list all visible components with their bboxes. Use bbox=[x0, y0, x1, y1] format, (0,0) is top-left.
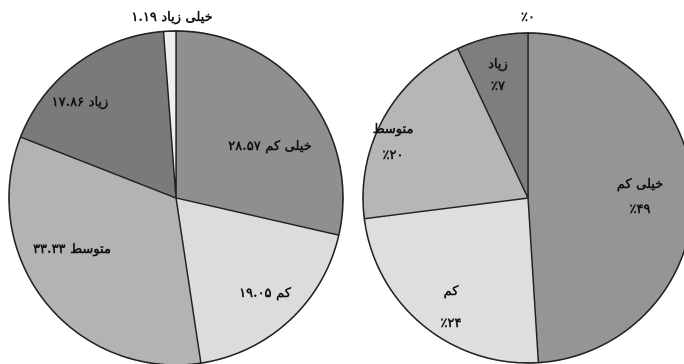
left-pie-chart: خیلی کم ۲۸.۵۷ کم ۱۹.۰۵ متوسط ۳۳.۳۳ زیاد ۱۷.… bbox=[8, 10, 344, 364]
slice-label: کم ۱۹.۰۵ bbox=[239, 286, 292, 301]
slice-percent-label: ٪۲۰ bbox=[383, 148, 404, 163]
pie-slice bbox=[363, 197, 540, 364]
slice-percent-label: ٪۲۴ bbox=[441, 316, 462, 331]
slice-label: خیلی کم bbox=[617, 177, 663, 192]
slice-label: خیلی کم ۲۸.۵۷ bbox=[228, 139, 311, 154]
right-pie-chart: خیلی کم ٪۴۹ کم ٪۲۴ متوسط ٪۲۰ زیاد ٪۷ ٪۰ bbox=[362, 10, 684, 364]
slice-label: متوسط bbox=[373, 122, 414, 137]
slice-label: خیلی زیاد ۱.۱۹ bbox=[131, 10, 212, 25]
slice-label: کم bbox=[444, 284, 460, 299]
pie-outline bbox=[8, 30, 344, 364]
pie-outline bbox=[362, 32, 684, 364]
pie-slice bbox=[527, 32, 684, 364]
slice-percent-label: ٪۰ bbox=[521, 10, 535, 25]
slice-percent-label: ٪۴۹ bbox=[630, 202, 651, 217]
slice-label: متوسط ۳۳.۳۳ bbox=[33, 242, 111, 257]
slice-label: زیاد ۱۷.۸۶ bbox=[52, 95, 109, 110]
slice-percent-label: ٪۷ bbox=[491, 79, 506, 94]
slice-label: زیاد bbox=[488, 57, 508, 72]
